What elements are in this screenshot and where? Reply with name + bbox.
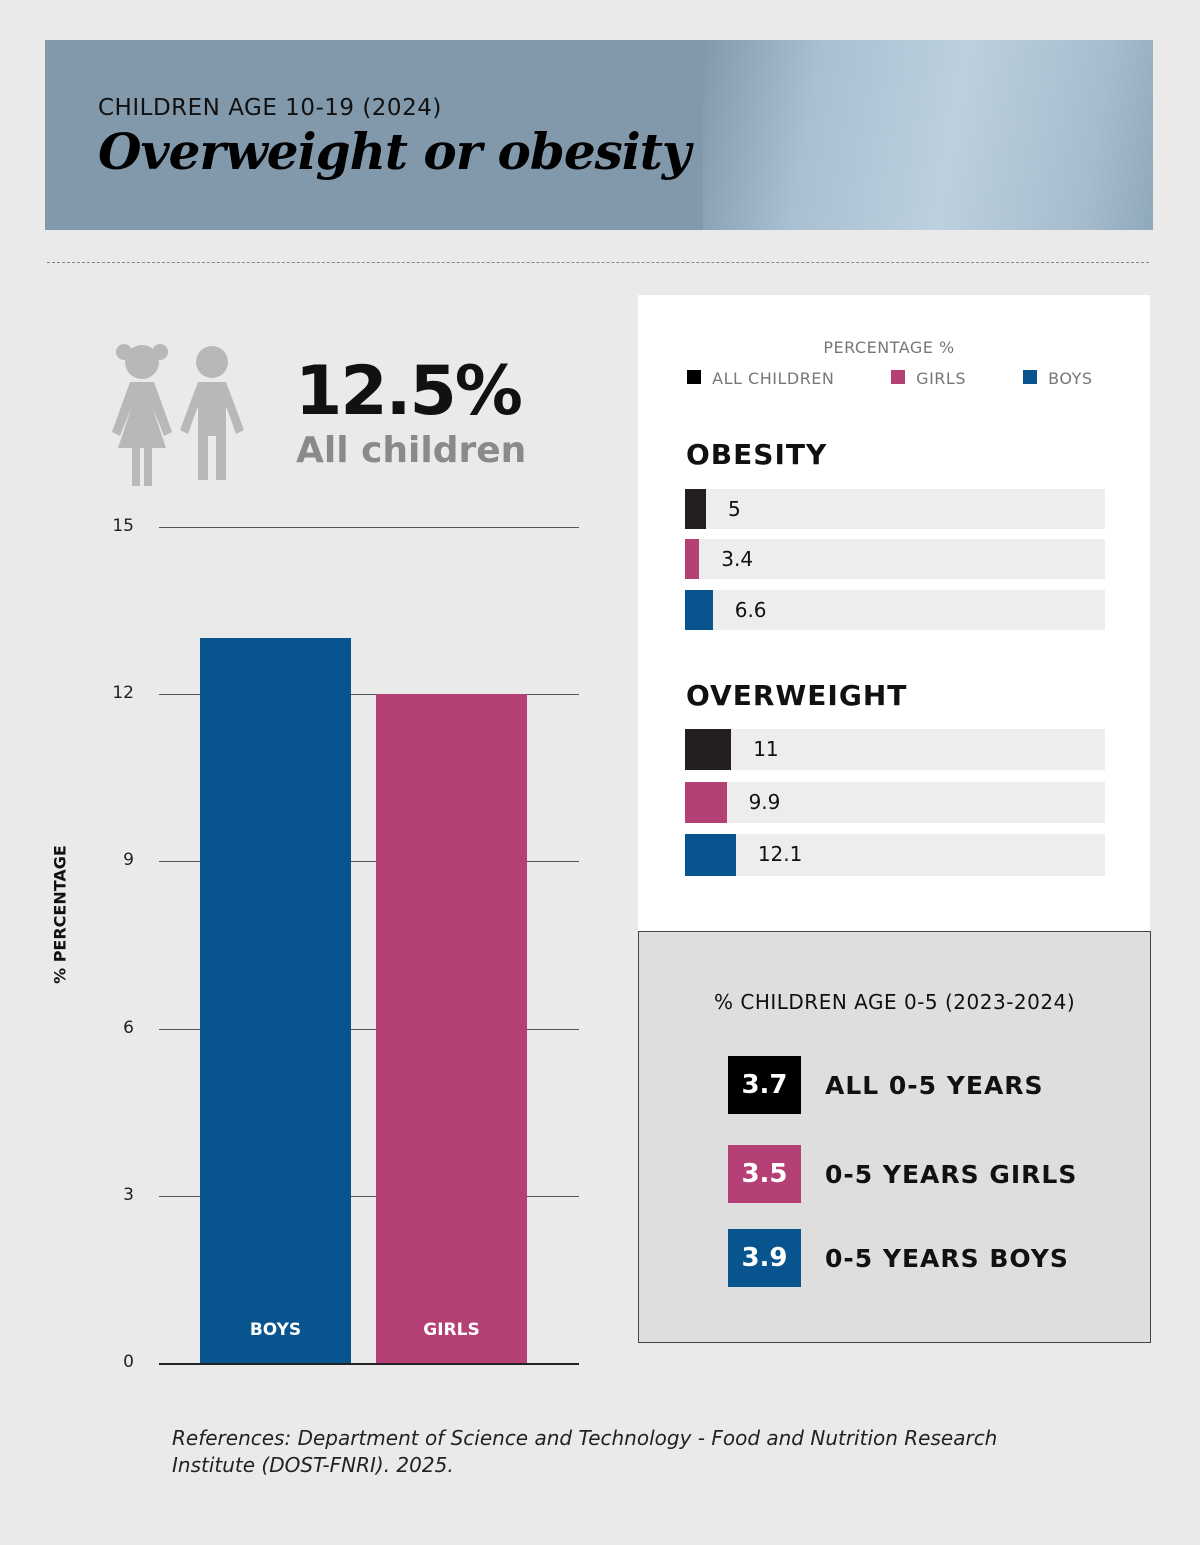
bar-track [685,729,1105,770]
gridline [159,1363,579,1365]
header-subtitle: CHILDREN AGE 10-19 (2024) [98,95,442,121]
bar-value-label: 3.4 [721,547,754,571]
legend-item-all: ALL CHILDREN [687,369,834,388]
bar-track [685,834,1105,876]
swatch-girls [891,370,905,384]
y-tick-label: 15 [112,516,134,536]
gridline [159,694,579,696]
legend-label: BOYS [1048,369,1093,388]
item-label: 0-5 YEARS BOYS [825,1243,1069,1273]
y-tick-label: 3 [123,1184,134,1205]
hbar-obesity-boys [685,590,713,630]
legend-label: GIRLS [916,369,966,388]
bar-value-label: 12.1 [757,842,803,866]
legend-item-boys: BOYS [1023,369,1093,388]
gridline [159,1195,579,1197]
children-icon [112,344,244,486]
bar-label: GIRLS [423,1320,480,1340]
hbar-overweight-all-children [685,729,732,770]
gridline [159,861,579,863]
y-tick-label: 6 [123,1017,134,1038]
section-obesity: OBESITY [686,438,828,471]
bar-track [685,590,1105,630]
bar-track [685,489,1105,529]
age-0-5-item-girls: 3.5 0-5 YEARS GIRLS [728,1145,1077,1203]
y-tick-label: 12 [112,683,134,704]
y-tick-label: 9 [123,850,134,871]
bar-value-label: 11 [753,737,779,761]
references: References: Department of Science and Te… [172,1426,998,1477]
gridline [159,527,579,528]
bar-value-label: 9.9 [748,790,781,814]
item-label: 0-5 YEARS GIRLS [825,1159,1078,1189]
bar-boys [200,638,351,1363]
legend-title: PERCENTAGE % [823,338,955,357]
bar-girls [376,694,527,1363]
gridline [159,1028,579,1030]
bar-value-label: 6.6 [734,598,767,622]
bar-track [685,539,1105,579]
header-banner: CHILDREN AGE 10-19 (2024) Overweight or … [45,40,1153,230]
hbar-obesity-all-children [685,489,706,529]
y-axis-label: % PERCENTAGE [50,845,70,984]
section-overweight: OVERWEIGHT [686,679,908,712]
value-badge: 3.9 [728,1229,801,1287]
bar-value-label: 5 [728,497,741,521]
swatch-boys [1023,370,1037,384]
bar-track [685,782,1105,823]
y-tick-label: 0 [123,1352,134,1372]
legend-label: ALL CHILDREN [712,369,835,388]
item-label: ALL 0-5 YEARS [825,1070,1044,1100]
age-0-5-box: % CHILDREN AGE 0-5 (2023-2024) 3.7 ALL 0… [638,931,1151,1343]
age-0-5-item-boys: 3.9 0-5 YEARS BOYS [728,1229,1069,1287]
divider [47,262,1149,263]
header-title: Overweight or obesity [98,122,691,181]
value-badge: 3.5 [728,1145,801,1203]
summary-label: All children [296,430,527,471]
age-0-5-title: % CHILDREN AGE 0-5 (2023-2024) [714,990,1076,1014]
legend-item-girls: GIRLS [891,369,966,388]
swatch-all [687,370,701,384]
age-0-5-item-all: 3.7 ALL 0-5 YEARS [728,1056,1044,1114]
value-badge: 3.7 [728,1056,801,1114]
hbar-overweight-boys [685,834,736,876]
hbar-overweight-girls [685,782,727,823]
summary-value: 12.5% [295,352,523,431]
bar-label: BOYS [249,1320,302,1340]
header-photo [703,40,1153,230]
hbar-obesity-girls [685,539,700,579]
